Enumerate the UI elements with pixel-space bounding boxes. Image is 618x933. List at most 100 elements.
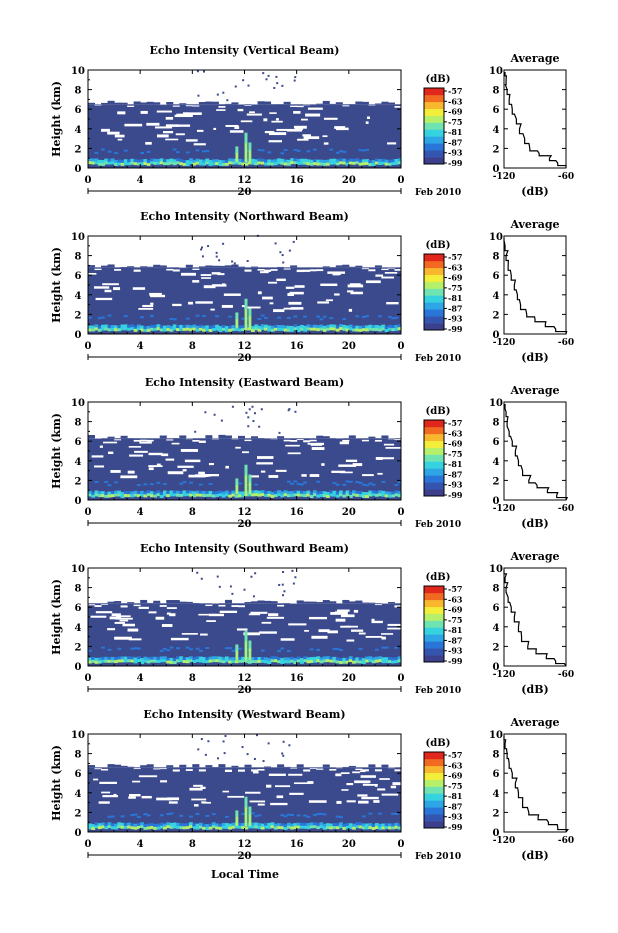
echo-cell [342, 105, 349, 106]
data-gap [191, 799, 206, 801]
echo-cell [147, 151, 151, 153]
echo-cell [124, 315, 128, 317]
echo-cell [201, 246, 203, 248]
data-gap [201, 274, 212, 276]
echo-cell [263, 760, 265, 762]
colorbar: (dB)-57-63-69-75-81-87-93-99 [424, 240, 463, 334]
echo-cell [288, 744, 290, 746]
data-gap [163, 131, 173, 133]
echo-cell [150, 315, 154, 317]
echo-cell [179, 103, 186, 104]
data-gap [99, 782, 117, 784]
colorbar-segment [424, 427, 444, 434]
y-tick-label: 0 [75, 164, 82, 175]
data-gap [105, 290, 112, 292]
panel-4: Echo Intensity (Westward Beam)Height (km… [50, 708, 574, 862]
y-tick-label: 4 [75, 623, 82, 634]
colorbar-tick-label: -75 [448, 615, 462, 625]
data-gap [361, 775, 376, 778]
echo-cell [108, 649, 112, 651]
data-gap [222, 305, 233, 308]
echo-cell [349, 766, 356, 767]
data-gap [245, 792, 260, 794]
data-gap [273, 309, 284, 312]
x-tick-label: 12 [238, 175, 252, 186]
profile-x-label: (dB) [521, 517, 548, 530]
data-gap [107, 628, 115, 630]
data-gap [268, 282, 277, 284]
y-tick-label: 6 [75, 603, 82, 614]
echo-cell [199, 102, 206, 104]
echo-cell [166, 649, 170, 651]
profile-title: Average [509, 218, 559, 231]
data-gap [167, 607, 177, 609]
echo-cell [196, 572, 198, 574]
echo-cell [271, 269, 278, 271]
echo-cell [238, 436, 245, 438]
colorbar-segment [424, 482, 444, 489]
data-gap [289, 793, 303, 795]
echo-cell [173, 269, 180, 271]
data-gap [172, 304, 181, 306]
echo-cell [268, 742, 270, 744]
echo-cell [183, 481, 187, 483]
data-gap [115, 622, 125, 624]
x-tick-label: 20 [342, 341, 356, 352]
colorbar-label: (dB) [426, 240, 451, 251]
profile-y-tick-label: 4 [493, 457, 500, 468]
data-gap [149, 467, 154, 470]
profile-y-tick-label: 10 [489, 564, 503, 575]
panel-title: Echo Intensity (Westward Beam) [143, 708, 345, 721]
data-gap [129, 446, 141, 448]
echo-cell [310, 269, 317, 271]
data-gap [308, 108, 323, 110]
x-tick-label: 12 [238, 673, 252, 684]
time-axis-label: Local Time [211, 868, 279, 881]
y-tick-label: 0 [75, 496, 82, 507]
echo-cell [231, 265, 238, 268]
data-gap [269, 774, 286, 776]
y-tick-label: 10 [71, 398, 85, 409]
profile-frame [504, 568, 566, 666]
data-gap [115, 618, 132, 620]
heatmap [88, 235, 402, 334]
echo-cell [297, 270, 304, 272]
echo-cell [375, 769, 382, 771]
echo-cell [108, 315, 112, 317]
colorbar-tick-label: -69 [448, 439, 463, 449]
echo-cell [225, 816, 229, 818]
data-gap [235, 447, 241, 449]
data-gap [212, 284, 226, 286]
colorbar-segment [424, 143, 444, 150]
data-gap [366, 121, 369, 123]
echo-cell [205, 605, 212, 606]
y-tick-label: 10 [71, 232, 85, 243]
echo-cell [254, 412, 256, 414]
echo-cell [166, 765, 173, 767]
data-gap [294, 782, 310, 784]
echo-cell [316, 602, 323, 603]
echo-cell [362, 603, 369, 604]
echo-cell [192, 105, 199, 106]
colorbar-segment [424, 282, 444, 289]
echo-cell [282, 261, 284, 263]
data-gap [327, 271, 345, 273]
data-gap [291, 307, 304, 310]
echo-cell [134, 270, 141, 272]
echo-cell [108, 151, 112, 153]
echo-cell [284, 149, 288, 151]
data-gap [113, 287, 120, 290]
data-gap [351, 630, 363, 632]
echo-cell [201, 578, 203, 580]
echo-cell [375, 440, 382, 442]
echo-cell [238, 482, 242, 484]
profile-line [504, 570, 566, 666]
colorbar-tick-label: -99 [448, 324, 463, 334]
profile-y-tick-label: 8 [493, 418, 500, 429]
echo-cell [207, 245, 209, 247]
profile-y-tick-label: 8 [493, 252, 500, 263]
echo-cell [388, 439, 395, 440]
data-gap [377, 473, 382, 475]
colorbar-segment [424, 102, 444, 109]
